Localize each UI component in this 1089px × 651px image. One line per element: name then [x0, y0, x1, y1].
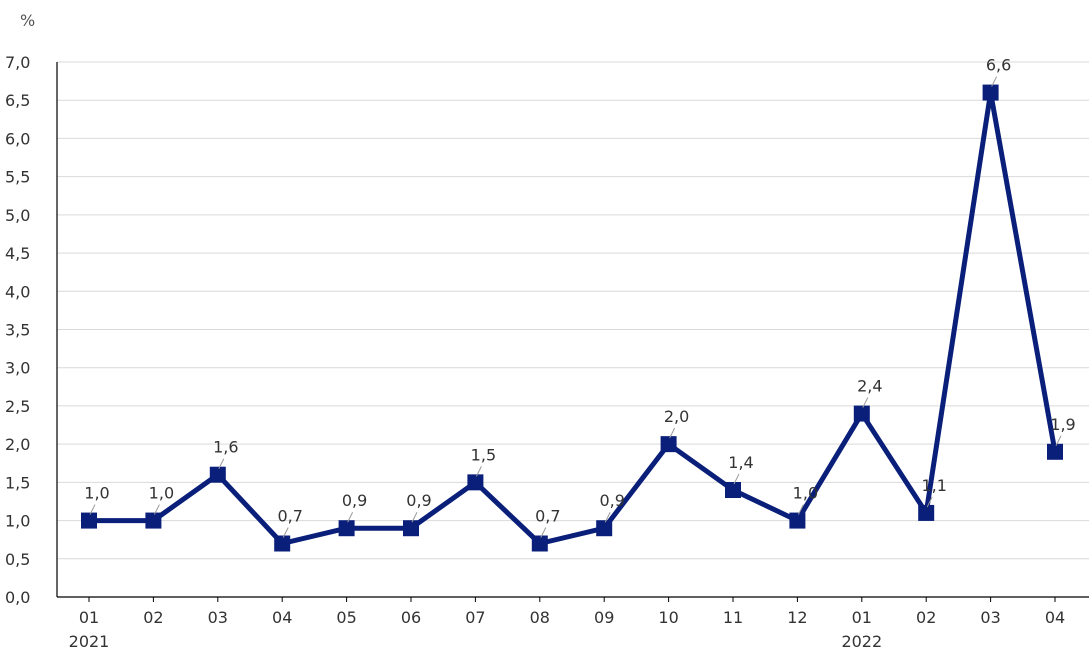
x-tick-label: 04	[272, 608, 292, 627]
data-point-marker	[918, 504, 935, 521]
y-tick-label: 0,0	[5, 588, 30, 607]
y-unit-label: %	[20, 11, 35, 30]
data-label-leader	[540, 527, 547, 538]
data-label-leader	[733, 473, 740, 485]
data-label: 1,9	[1050, 415, 1075, 434]
data-labels: 1,0 1,0 1,6 0,7 0,9 0,9 1,5 0,7 0,9 2,0 1,4 1,0 2,4 1…	[84, 56, 1076, 538]
data-label: 1,6	[213, 438, 238, 457]
data-label: 0,9	[342, 491, 367, 510]
data-label: 2,4	[857, 377, 882, 396]
x-tick-label: 03	[980, 608, 1000, 627]
data-label: 1,0	[149, 484, 174, 503]
data-label-leader	[991, 76, 998, 87]
data-point-marker	[853, 405, 870, 422]
y-tick-label: 7,0	[5, 53, 30, 72]
y-tick-label: 2,0	[5, 435, 30, 454]
x-tick-label: 08	[530, 608, 550, 627]
data-label-leader	[604, 511, 611, 523]
data-point-marker	[209, 466, 226, 483]
x-tick-labels: 01 02 03 04 05 06 07 08 09 10 11 12 01 02 03 04 2021 2022	[69, 608, 1066, 651]
gridlines	[57, 61, 1089, 560]
data-label-leader	[282, 527, 289, 538]
data-label-leader	[862, 397, 869, 408]
x-tick-label: 07	[465, 608, 485, 627]
x-tick-label: 10	[658, 608, 678, 627]
y-tick-label: 0,5	[5, 550, 30, 569]
data-point-marker	[1047, 443, 1063, 460]
x-tick-label: 06	[401, 608, 421, 627]
data-label-leader	[926, 496, 933, 508]
data-label-leader	[347, 511, 354, 523]
data-point-marker	[531, 535, 548, 552]
x-tick-label: 04	[1045, 608, 1065, 627]
x-tick-label: 03	[208, 608, 228, 627]
x-tick-label: 02	[143, 608, 163, 627]
x-year-label: 2021	[69, 632, 110, 651]
data-point-marker	[145, 512, 162, 529]
data-point-marker	[274, 535, 291, 552]
series	[81, 84, 1063, 552]
x-tick-label: 11	[723, 608, 743, 627]
y-tick-label: 1,5	[5, 473, 30, 492]
data-label: 1,0	[793, 484, 818, 503]
x-tick-label: 02	[916, 608, 936, 627]
data-point-marker	[338, 520, 355, 537]
data-label: 2,0	[664, 407, 689, 426]
data-label-leader	[669, 427, 676, 439]
data-point-marker	[403, 520, 419, 537]
y-tick-label: 1,0	[5, 512, 30, 531]
data-label: 1,1	[921, 476, 946, 495]
data-point-marker	[467, 474, 484, 491]
x-tick-label: 05	[336, 608, 356, 627]
data-label-leader	[218, 458, 225, 469]
data-label-leader	[475, 466, 482, 477]
series-line	[89, 90, 1058, 546]
data-point-marker	[982, 84, 999, 101]
data-point-marker	[660, 436, 677, 453]
y-tick-label: 3,5	[5, 321, 30, 340]
data-label: 0,7	[277, 507, 302, 526]
data-label-leader	[1055, 435, 1062, 447]
data-label-leader	[153, 504, 160, 515]
data-label: 0,9	[599, 491, 624, 510]
data-label: 0,9	[406, 491, 431, 510]
data-label: 1,5	[471, 445, 496, 464]
data-label-leader	[411, 511, 418, 523]
data-label-leader	[89, 504, 96, 515]
data-label: 1,4	[728, 453, 753, 472]
y-tick-label: 6,0	[5, 129, 30, 148]
data-label: 1,0	[84, 484, 109, 503]
data-point-marker	[81, 512, 97, 529]
y-tick-labels: 0,0 0,5 1,0 1,5 2,0 2,5 3,0 3,5 4,0 4,5 5,0 5,5 6,0 6…	[5, 53, 30, 607]
y-tick-label: 5,0	[5, 206, 30, 225]
axes	[56, 62, 1089, 602]
x-tick-label: 12	[787, 608, 807, 627]
x-tick-label: 01	[79, 608, 99, 627]
y-tick-label: 3,0	[5, 359, 30, 378]
y-tick-label: 2,5	[5, 397, 30, 416]
data-label-leader	[797, 504, 804, 515]
x-year-label: 2022	[841, 632, 882, 651]
data-point-marker	[596, 520, 613, 537]
data-point-marker	[725, 482, 741, 498]
y-tick-label: 4,5	[5, 244, 30, 263]
x-tick-label: 09	[594, 608, 614, 627]
data-label: 0,7	[535, 507, 560, 526]
y-tick-label: 6,5	[5, 91, 30, 110]
data-point-marker	[789, 512, 806, 529]
data-label: 6,6	[986, 56, 1011, 75]
x-tick-label: 01	[852, 608, 872, 627]
y-tick-label: 4,0	[5, 282, 30, 301]
y-tick-label: 5,5	[5, 168, 30, 187]
